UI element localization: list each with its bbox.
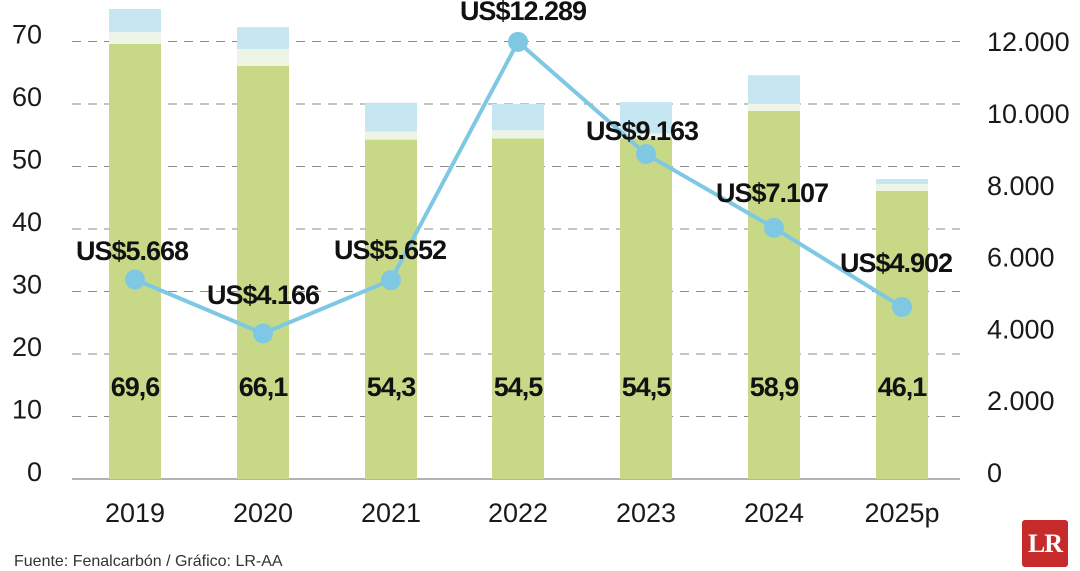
bar-value-labels: 69,6 66,1 54,3 54,5 54,5 58,9 46,1 bbox=[111, 372, 929, 402]
x-axis: 2019 2020 2021 2022 2023 2024 2025p bbox=[105, 498, 940, 528]
right-axis-tick: 0 bbox=[987, 458, 1002, 488]
line-value-labels: US$5.668 US$4.166 US$5.652 US$12.289 US$9.16… bbox=[76, 0, 953, 310]
bar-blue-segment bbox=[492, 104, 544, 131]
line-value-label: US$5.668 bbox=[76, 236, 189, 266]
value-line bbox=[125, 31, 912, 344]
bar-blue-segment bbox=[365, 102, 417, 132]
left-axis-tick: 30 bbox=[12, 270, 42, 300]
x-axis-tick: 2024 bbox=[744, 498, 804, 528]
left-axis: 0 10 20 30 40 50 60 70 bbox=[12, 20, 42, 488]
line-point-marker bbox=[764, 217, 784, 238]
line-value-label: US$4.902 bbox=[840, 248, 952, 278]
line-point-marker bbox=[892, 297, 912, 318]
line-value-label: US$5.652 bbox=[334, 235, 446, 265]
bar-value-label: 54,5 bbox=[622, 372, 672, 402]
bar-value-label: 66,1 bbox=[239, 372, 289, 402]
bar-main-segment bbox=[237, 65, 289, 479]
bar-pale-segment bbox=[109, 32, 161, 44]
bar-value-label: 54,3 bbox=[367, 372, 417, 402]
line-value-label: US$9.163 bbox=[586, 116, 699, 146]
bar-value-label: 69,6 bbox=[111, 372, 161, 402]
x-axis-tick: 2023 bbox=[616, 498, 676, 528]
right-axis: 0 2.000 4.000 6.000 8.000 10.000 12.000 bbox=[987, 27, 1070, 488]
bar-main-segment bbox=[109, 44, 161, 479]
line-point-marker bbox=[253, 323, 273, 344]
right-axis-tick: 12.000 bbox=[987, 27, 1070, 57]
line-point-marker bbox=[508, 31, 528, 52]
bar-main-segment bbox=[620, 138, 672, 479]
bar-pale-segment bbox=[748, 104, 800, 111]
x-axis-tick: 2019 bbox=[105, 498, 165, 528]
bars bbox=[109, 9, 928, 479]
bar-main-segment bbox=[748, 110, 800, 479]
bar-blue-segment bbox=[620, 102, 672, 134]
line-point-marker bbox=[125, 269, 145, 290]
bar-value-label: 58,9 bbox=[750, 372, 800, 402]
left-axis-tick: 70 bbox=[12, 20, 42, 50]
bar-blue-segment bbox=[748, 75, 800, 104]
bar-blue-segment bbox=[109, 9, 161, 33]
bar-value-label: 54,5 bbox=[494, 372, 544, 402]
bar-value-label: 46,1 bbox=[878, 372, 928, 402]
left-axis-tick: 60 bbox=[12, 82, 42, 112]
bar-main-segment bbox=[365, 139, 417, 479]
line-value-label: US$7.107 bbox=[716, 178, 828, 208]
bar-main-segment bbox=[876, 190, 928, 479]
x-axis-tick: 2020 bbox=[233, 498, 293, 528]
left-axis-tick: 10 bbox=[12, 395, 42, 425]
x-axis-tick: 2025p bbox=[864, 498, 939, 528]
right-axis-tick: 10.000 bbox=[987, 99, 1070, 129]
x-axis-tick: 2022 bbox=[488, 498, 548, 528]
bar-pale-segment bbox=[876, 184, 928, 191]
left-axis-tick: 0 bbox=[27, 457, 42, 487]
bar-pale-segment bbox=[492, 130, 544, 139]
line-point-marker bbox=[636, 144, 656, 165]
bar-pale-segment bbox=[365, 131, 417, 140]
lr-logo: LR bbox=[1022, 520, 1068, 567]
bar-pale-segment bbox=[620, 133, 672, 139]
line-value-label: US$12.289 bbox=[460, 0, 587, 26]
bar-blue-segment bbox=[237, 27, 289, 49]
right-axis-tick: 8.000 bbox=[987, 171, 1055, 201]
bar-blue-segment bbox=[876, 179, 928, 184]
line-value-label: US$4.166 bbox=[207, 280, 320, 310]
right-axis-tick: 2.000 bbox=[987, 386, 1055, 416]
right-axis-tick: 6.000 bbox=[987, 243, 1055, 273]
bar-pale-segment bbox=[237, 49, 289, 66]
source-caption: Fuente: Fenalcarbón / Gráfico: LR-AA bbox=[14, 553, 283, 570]
logo-text: LR bbox=[1027, 528, 1063, 558]
left-axis-tick: 50 bbox=[12, 145, 42, 175]
left-axis-tick: 20 bbox=[12, 332, 42, 362]
bar-main-segment bbox=[492, 138, 544, 479]
x-axis-tick: 2021 bbox=[361, 498, 421, 528]
right-axis-tick: 4.000 bbox=[987, 314, 1055, 344]
line-point-marker bbox=[381, 270, 401, 291]
left-axis-tick: 40 bbox=[12, 207, 42, 237]
